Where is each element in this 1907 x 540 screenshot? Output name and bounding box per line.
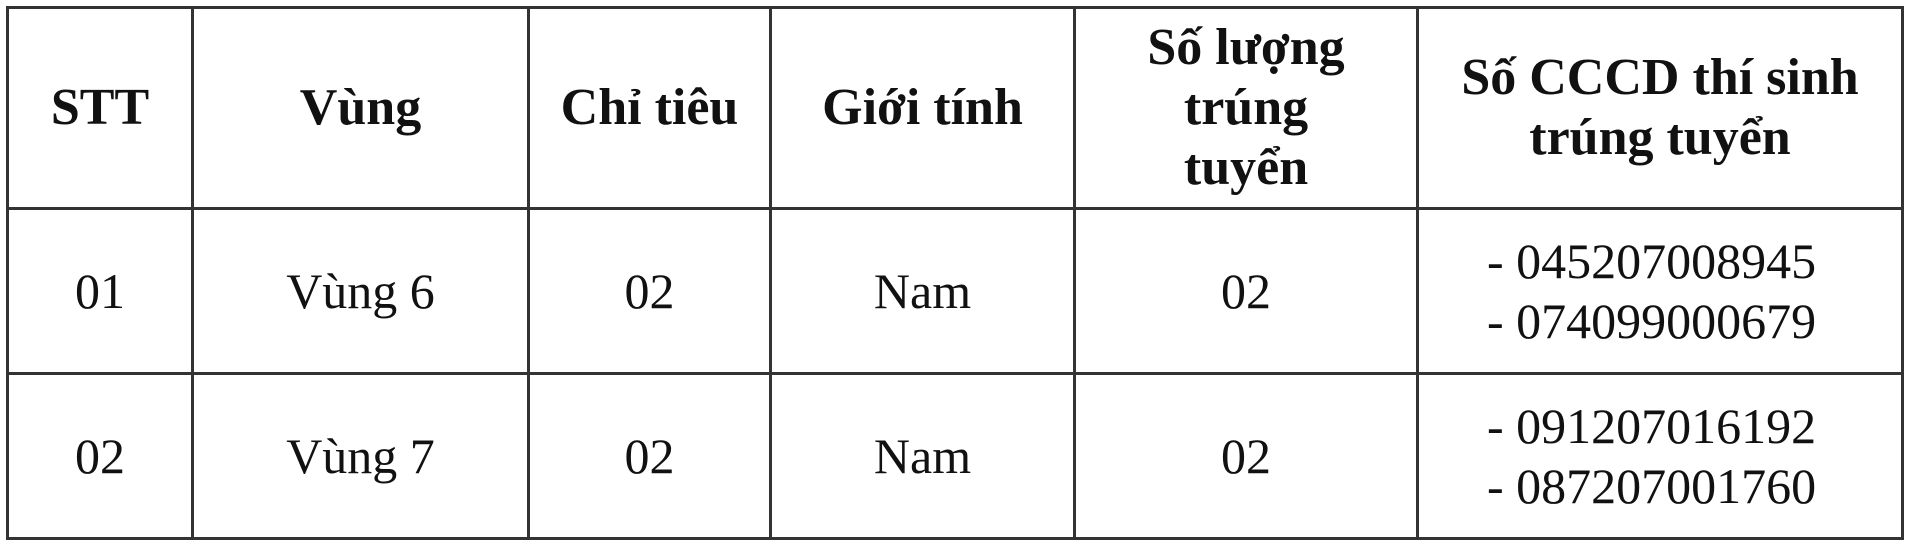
cccd-number: - 087207001760 [1487,458,1817,514]
cell-so-luong: 02 [1073,372,1419,540]
cell-gioi-tinh: Nam [769,372,1076,540]
header-vung: Vùng [191,6,530,210]
cell-cccd: - 045207008945 - 074099000679 [1416,207,1904,375]
cccd-number: - 045207008945 [1487,233,1817,289]
cell-chi-tieu: 02 [527,372,772,540]
cell-cccd: - 091207016192 - 087207001760 [1416,372,1904,540]
header-stt: STT [6,6,194,210]
header-chi-tieu: Chỉ tiêu [527,6,772,210]
cell-chi-tieu: 02 [527,207,772,375]
results-table: STT Vùng Chỉ tiêu Giới tính Số lượng trú… [6,6,1904,540]
header-cccd: Số CCCD thí sinh trúng tuyển [1416,6,1904,210]
cell-vung: Vùng 7 [191,372,530,540]
header-row: STT Vùng Chỉ tiêu Giới tính Số lượng trú… [6,6,1904,210]
cccd-number: - 091207016192 [1487,398,1817,454]
cell-stt: 02 [6,372,194,540]
table-row: 01 Vùng 6 02 Nam 02 - 045207008945 - 074… [6,207,1904,375]
cell-vung: Vùng 6 [191,207,530,375]
cccd-number: - 074099000679 [1487,293,1817,349]
cell-so-luong: 02 [1073,207,1419,375]
cell-gioi-tinh: Nam [769,207,1076,375]
header-so-luong: Số lượng trúng tuyển [1073,6,1419,210]
table-row: 02 Vùng 7 02 Nam 02 - 091207016192 - 087… [6,372,1904,540]
header-gioi-tinh: Giới tính [769,6,1076,210]
cell-stt: 01 [6,207,194,375]
